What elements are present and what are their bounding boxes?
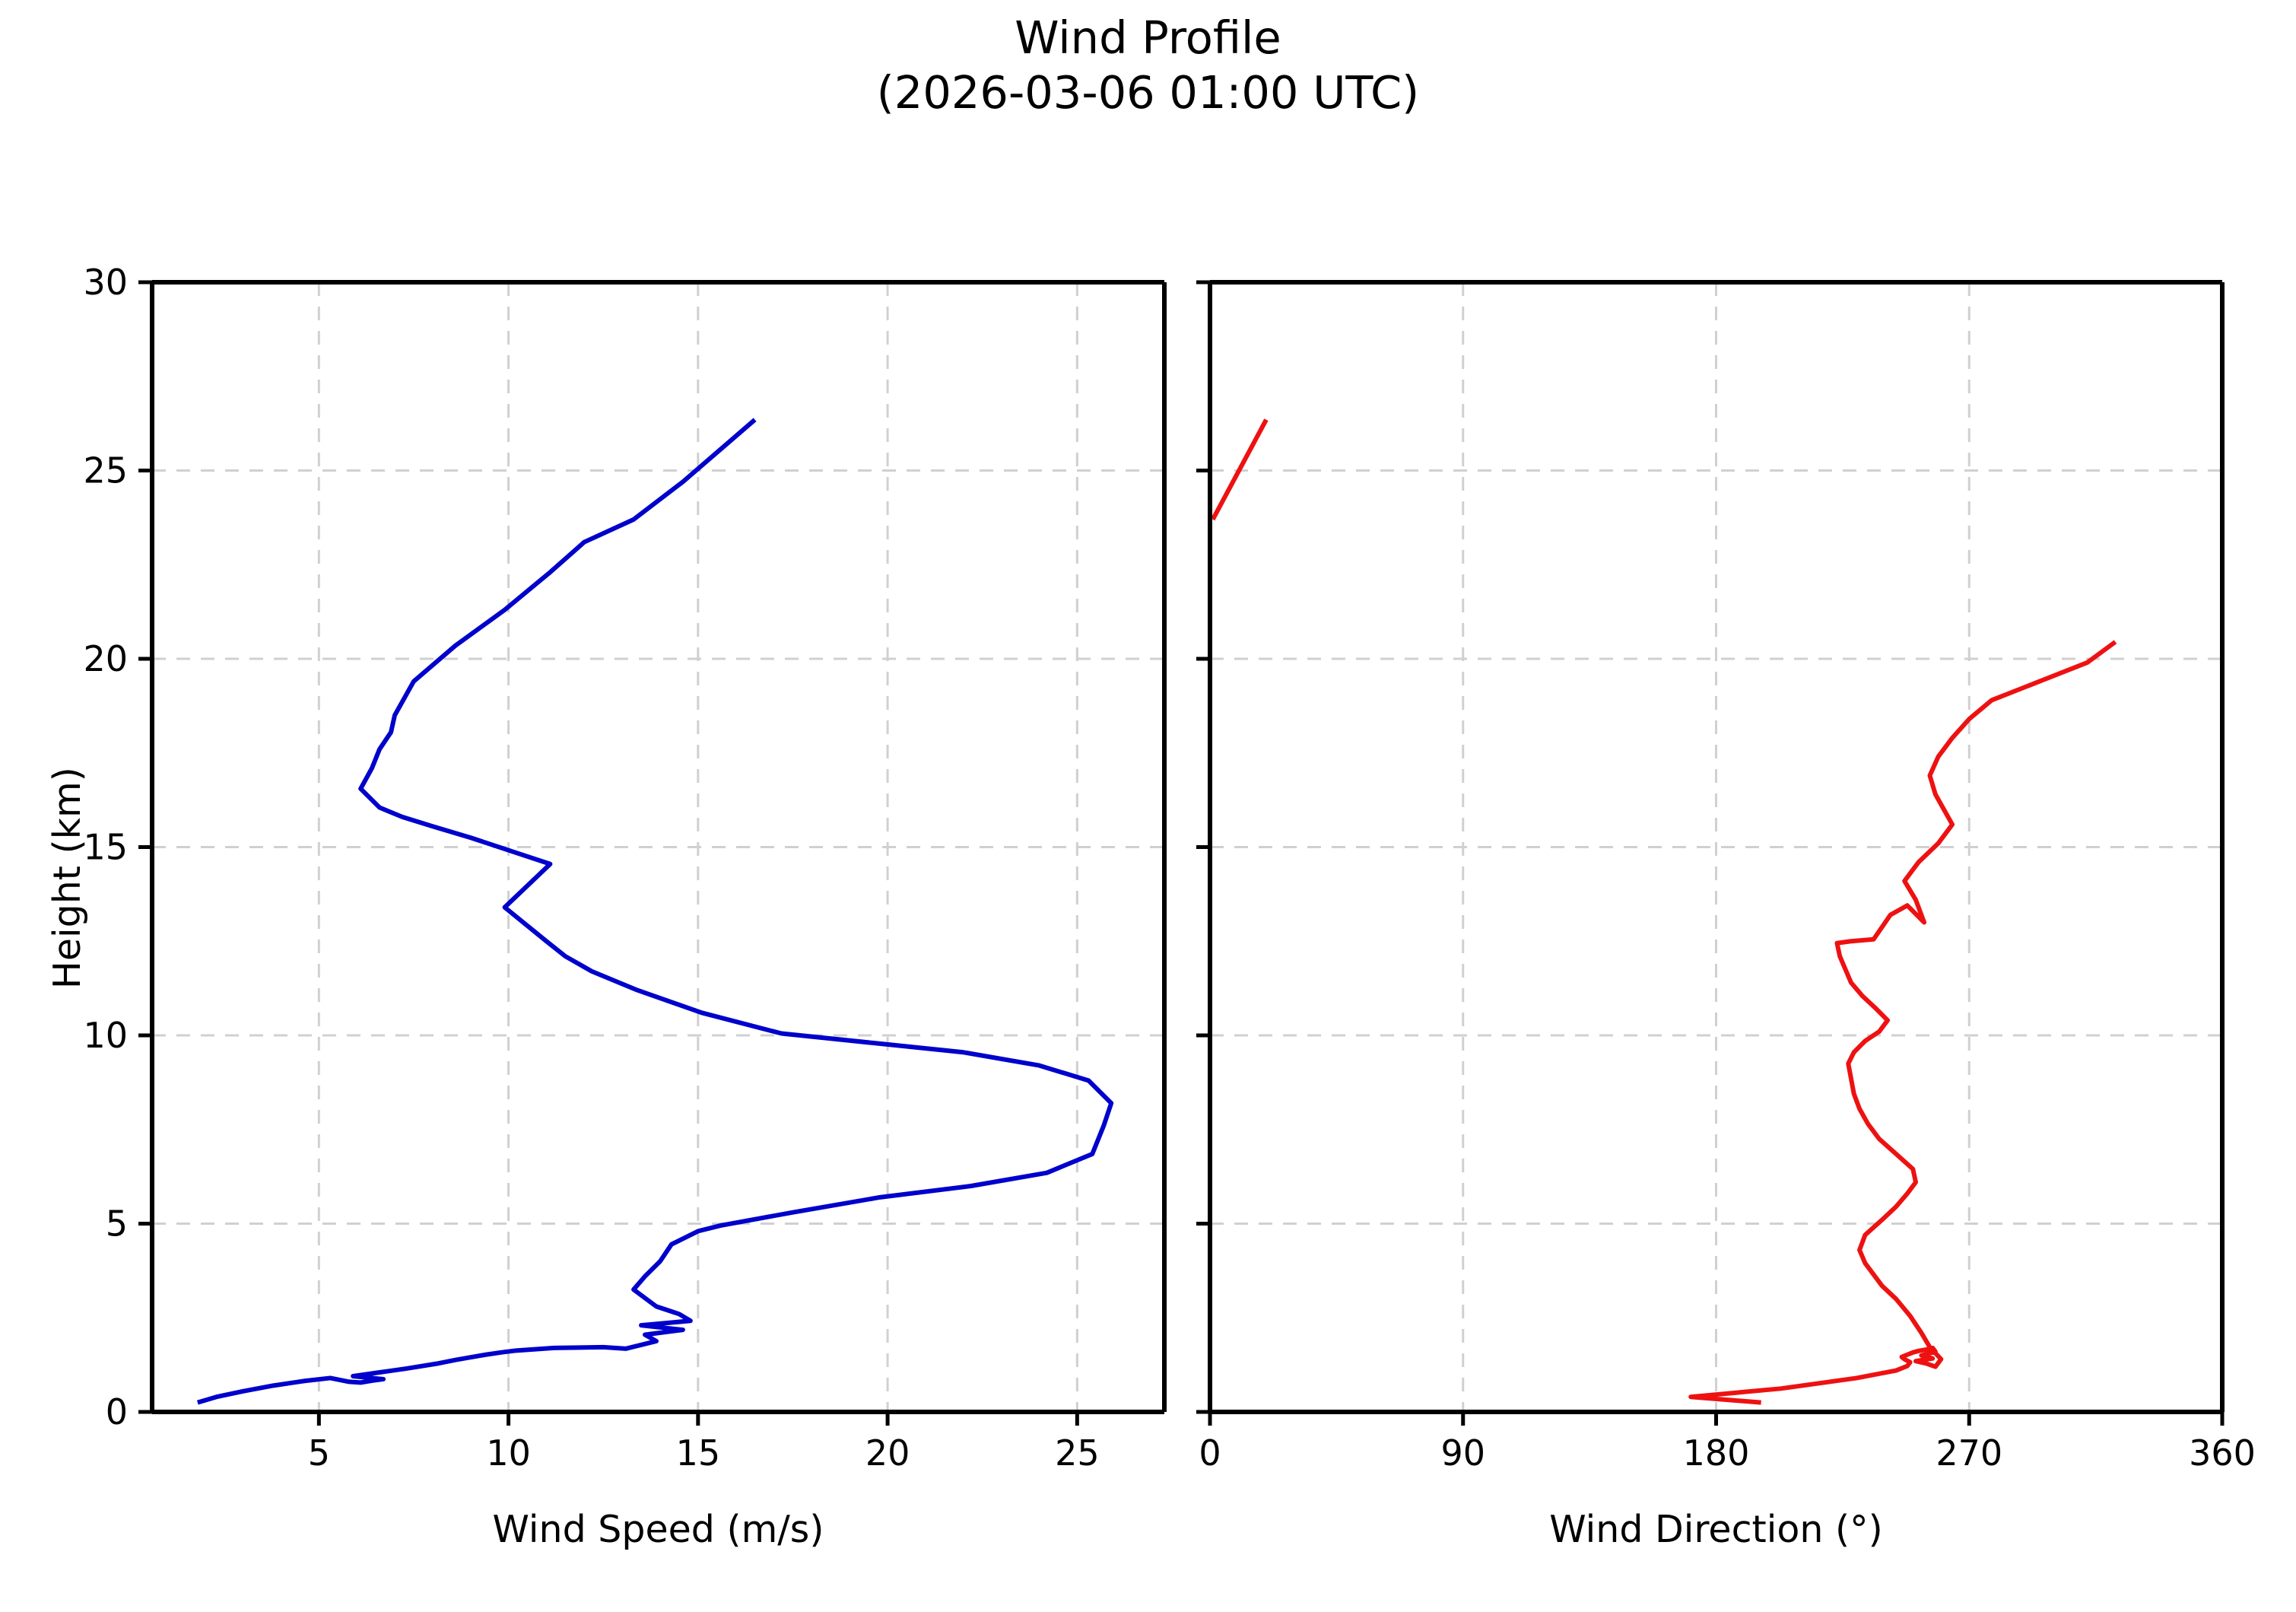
x-tick-label: 10: [486, 1432, 531, 1474]
x-tick-label: 15: [676, 1432, 721, 1474]
y-tick-label: 5: [106, 1203, 128, 1245]
data-line-wind-direction-profile-seg0: [1688, 640, 2117, 1405]
data-line-wind-direction-profile-seg1: [1211, 418, 1269, 521]
y-tick-label: 15: [83, 827, 128, 868]
y-tick-label: 30: [83, 262, 128, 303]
y-tick-label: 25: [83, 450, 128, 491]
x-tick-label: 270: [1936, 1432, 2002, 1474]
x-axis-label-speed: Wind Speed (m/s): [492, 1508, 824, 1551]
x-axis-label-direction: Wind Direction (°): [1549, 1508, 1883, 1551]
x-tick-label: 0: [1199, 1432, 1221, 1474]
y-tick-label: 20: [83, 638, 128, 679]
figure-title-line1: Wind Profile: [1015, 11, 1281, 64]
x-tick-label: 25: [1055, 1432, 1100, 1474]
x-tick-label: 5: [308, 1432, 330, 1474]
x-tick-label: 90: [1440, 1432, 1485, 1474]
data-line-wind-speed-profile: [196, 418, 1114, 1405]
y-tick-label: 10: [83, 1015, 128, 1056]
y-tick-label: 0: [106, 1391, 128, 1432]
x-tick-label: 20: [865, 1432, 910, 1474]
figure-title-line2: (2026-03-06 01:00 UTC): [876, 66, 1420, 119]
figure-title: Wind Profile (2026-03-06 01:00 UTC): [0, 0, 2296, 120]
x-tick-label: 360: [2189, 1432, 2256, 1474]
x-tick-label: 180: [1683, 1432, 1750, 1474]
